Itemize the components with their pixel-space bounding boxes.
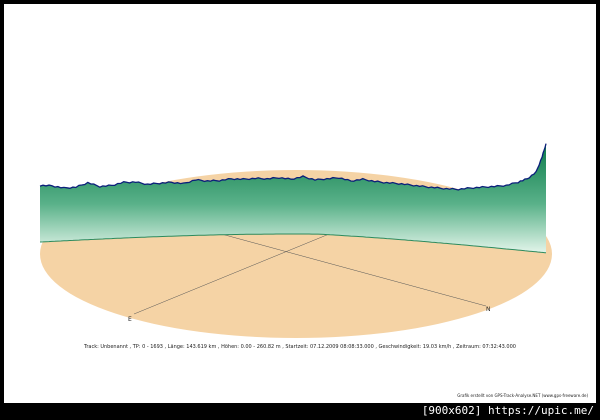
axis-line-north	[213, 231, 487, 307]
elevation-wall	[40, 143, 546, 253]
track-info: Track: Unbenannt , TP: 0 - 1693 , Länge:…	[84, 344, 516, 350]
elevation-profile-line	[39, 143, 547, 191]
compass-north-label: N	[486, 306, 491, 313]
axis-line-east	[133, 231, 335, 315]
bottom-bar	[0, 403, 600, 420]
chart-frame: E N Track: Unbenannt , TP: 0 - 1693 , Lä…	[4, 4, 596, 403]
wall-base-edge	[39, 233, 547, 254]
watermark-text: [900x602] https://upic.me/	[421, 404, 594, 417]
elevation-chart: E N	[39, 143, 552, 338]
compass-east-label: E	[128, 316, 132, 323]
credit-text: Grafik erstellt von GPS-Track-Analyse.NE…	[457, 393, 588, 398]
